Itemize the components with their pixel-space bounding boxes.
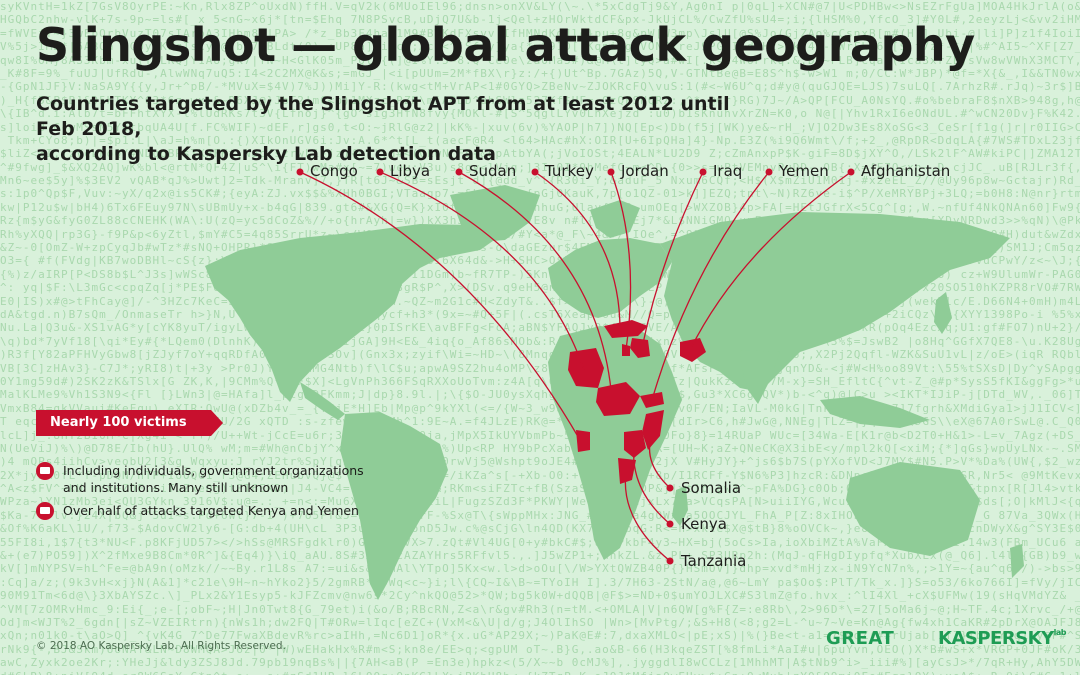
central-america <box>300 382 345 420</box>
se-asia <box>820 396 930 428</box>
page-subtitle: Countries targeted by the Slingshot APT … <box>36 92 756 167</box>
page-title: Slingshot — global attack geography <box>36 18 975 72</box>
continents <box>205 185 1024 600</box>
scandinavia <box>590 200 640 238</box>
label-iraq: Iraq <box>713 162 743 180</box>
label-afghanistan: Afghanistan <box>861 162 951 180</box>
kaspersky-logo-lab: lab <box>1053 628 1067 637</box>
label-libya: Libya <box>390 162 431 180</box>
label-kenya: Kenya <box>681 515 727 533</box>
label-yemen: Yemen <box>779 162 829 180</box>
greenland <box>450 185 540 242</box>
kenya-shape <box>624 430 646 458</box>
connector-lines <box>299 171 852 562</box>
victims-badge: Nearly 100 victims <box>36 410 223 436</box>
target-icon <box>36 502 54 520</box>
congo-shape <box>576 430 590 452</box>
label-turkey: Turkey <box>545 162 594 180</box>
great-logo: GREAT <box>826 628 895 649</box>
north-america <box>205 224 500 402</box>
label-jordan: Jordan <box>621 162 669 180</box>
madagascar <box>672 486 688 526</box>
tanzania-shape <box>618 458 636 484</box>
somalia-shape <box>642 410 664 450</box>
turkey-shape <box>604 320 648 338</box>
copyright: © 2018 AO Kaspersky Lab. All Rights Rese… <box>36 640 286 652</box>
label-sudan: Sudan <box>469 162 517 180</box>
group-icon <box>36 462 54 480</box>
note-text: Including individuals, government organi… <box>63 463 364 495</box>
kaspersky-logo: KASPERSKYlab <box>938 628 1067 649</box>
kaspersky-logo-text: KASPERSKY <box>938 628 1054 649</box>
sudan-shape <box>596 382 640 416</box>
afghanistan-shape <box>680 338 706 362</box>
label-tanzania: Tanzania <box>681 552 747 570</box>
australia <box>846 462 980 556</box>
europe <box>548 238 672 318</box>
india <box>740 350 780 404</box>
new-zealand <box>1010 544 1024 578</box>
label-congo: Congo <box>310 162 358 180</box>
note-text: Over half of attacks targeted Kenya and … <box>63 503 359 518</box>
africa <box>548 326 682 560</box>
south-america <box>340 412 448 600</box>
iraq-shape <box>630 338 650 358</box>
subtitle-line: Countries targeted by the Slingshot APT … <box>36 93 730 140</box>
label-somalia: Somalia <box>681 479 742 497</box>
subtitle-line: according to Kaspersky Lab detection dat… <box>36 143 497 165</box>
japan <box>934 292 952 334</box>
connector-dots <box>296 168 855 565</box>
libya-shape <box>568 348 604 388</box>
asia <box>660 212 1010 392</box>
targeted-countries <box>568 320 706 484</box>
